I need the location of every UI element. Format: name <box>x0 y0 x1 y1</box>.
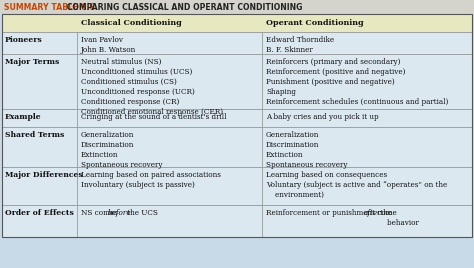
Text: Neutral stimulus (NS)
Unconditioned stimulus (UCS)
Conditioned stimulus (CS)
Unc: Neutral stimulus (NS) Unconditioned stim… <box>81 58 223 117</box>
Bar <box>2 127 77 167</box>
Bar <box>262 205 472 237</box>
Text: Major Differences: Major Differences <box>5 171 83 179</box>
Text: COMPARING CLASSICAL AND OPERANT CONDITIONING: COMPARING CLASSICAL AND OPERANT CONDITIO… <box>64 2 303 12</box>
Text: Order of Effects: Order of Effects <box>5 209 74 217</box>
Text: Example: Example <box>5 113 42 121</box>
Bar <box>77 127 262 167</box>
Bar <box>2 32 77 54</box>
Bar <box>2 32 472 54</box>
Bar <box>2 54 77 109</box>
Bar <box>77 205 262 237</box>
Text: A baby cries and you pick it up: A baby cries and you pick it up <box>266 113 379 121</box>
Text: Edward Thorndike
B. F. Skinner: Edward Thorndike B. F. Skinner <box>266 36 334 54</box>
Bar <box>77 109 262 127</box>
Bar <box>2 205 472 237</box>
Bar <box>262 32 472 54</box>
Bar <box>2 14 472 32</box>
Text: SUMMARY TABLE 6.6: SUMMARY TABLE 6.6 <box>4 2 95 12</box>
Bar <box>2 14 472 237</box>
Text: Ivan Pavlov
John B. Watson: Ivan Pavlov John B. Watson <box>81 36 136 54</box>
Text: Operant Conditioning: Operant Conditioning <box>266 19 364 27</box>
Text: Learning based on paired associations
Involuntary (subject is passive): Learning based on paired associations In… <box>81 171 221 189</box>
Text: before: before <box>108 209 131 217</box>
Bar <box>2 127 472 167</box>
Text: Learning based on consequences
Voluntary (subject is active and “operates” on th: Learning based on consequences Voluntary… <box>266 171 447 199</box>
Bar <box>2 109 472 127</box>
Text: the UCS: the UCS <box>125 209 158 217</box>
Text: Cringing at the sound of a dentist's drill: Cringing at the sound of a dentist's dri… <box>81 113 227 121</box>
Bar <box>2 167 472 205</box>
Text: Reinforcement or punishment come: Reinforcement or punishment come <box>266 209 399 217</box>
Text: after: after <box>364 209 381 217</box>
Bar <box>262 109 472 127</box>
Bar <box>0 0 474 14</box>
Bar <box>2 167 77 205</box>
Text: Shared Terms: Shared Terms <box>5 131 64 139</box>
Bar <box>2 54 472 109</box>
Bar <box>262 167 472 205</box>
Bar <box>77 167 262 205</box>
Bar <box>77 54 262 109</box>
Bar <box>2 109 77 127</box>
Text: the
    behavior: the behavior <box>378 209 419 227</box>
Text: Generalization
Discrimination
Extinction
Spontaneous recovery: Generalization Discrimination Extinction… <box>81 131 163 169</box>
Text: Generalization
Discrimination
Extinction
Spontaneous recovery: Generalization Discrimination Extinction… <box>266 131 347 169</box>
Text: Pioneers: Pioneers <box>5 36 43 44</box>
Bar <box>262 127 472 167</box>
Bar <box>262 54 472 109</box>
Text: Reinforcers (primary and secondary)
Reinforcement (positive and negative)
Punish: Reinforcers (primary and secondary) Rein… <box>266 58 448 106</box>
Text: Major Terms: Major Terms <box>5 58 59 66</box>
Bar <box>77 32 262 54</box>
Text: NS comes: NS comes <box>81 209 120 217</box>
Bar <box>2 205 77 237</box>
Text: Classical Conditioning: Classical Conditioning <box>81 19 182 27</box>
